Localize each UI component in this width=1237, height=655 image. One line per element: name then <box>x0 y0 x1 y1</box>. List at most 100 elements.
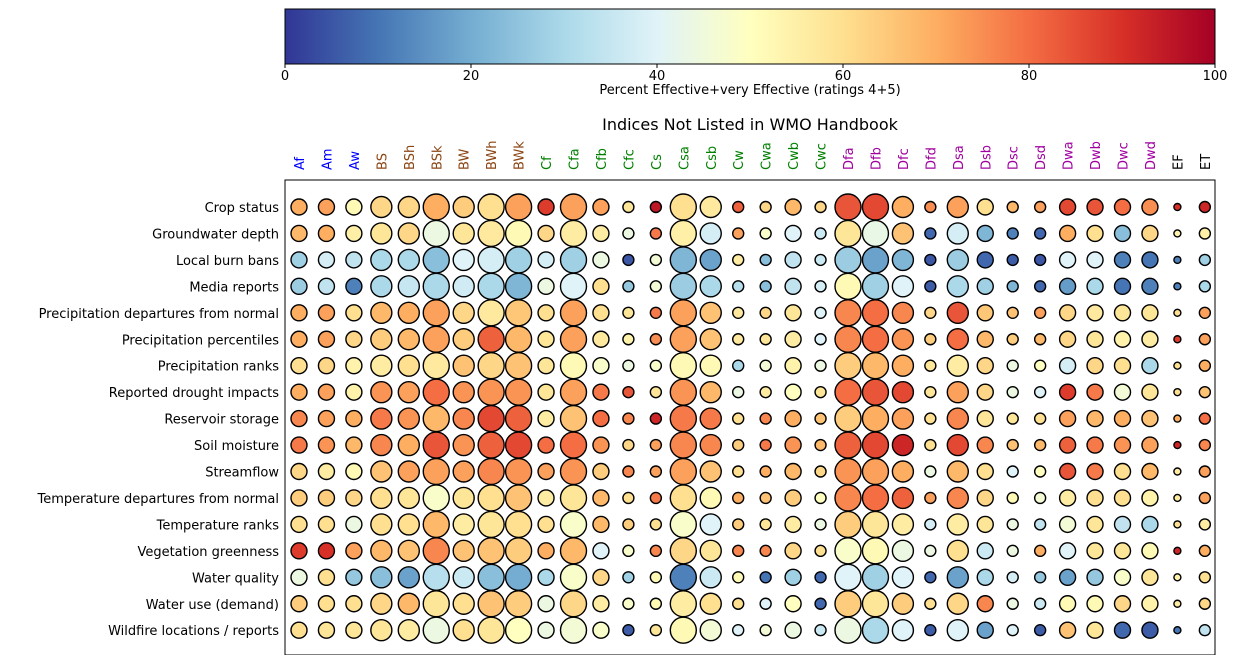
bubble <box>477 272 505 301</box>
bubble <box>1198 200 1212 214</box>
bubble <box>891 433 915 457</box>
bubble <box>1058 383 1077 401</box>
bubble <box>290 462 308 481</box>
bubble <box>317 595 336 613</box>
bubble <box>1086 489 1104 507</box>
bubble <box>649 385 663 399</box>
bubble <box>290 568 308 586</box>
bubble <box>814 200 827 214</box>
bubble <box>397 354 420 377</box>
bubble <box>924 465 937 478</box>
colorbar-tick-label: 80 <box>1021 69 1038 84</box>
column-label: Cwa <box>760 142 775 170</box>
bubble <box>669 616 697 644</box>
column-label: Cwb <box>787 142 802 170</box>
bubble <box>317 198 336 216</box>
bubble <box>834 616 862 644</box>
bubble <box>622 385 635 399</box>
column-label: Cfa <box>568 148 583 170</box>
bubble <box>477 457 505 486</box>
bubble <box>452 328 475 351</box>
bubble <box>397 433 420 457</box>
bubble <box>622 438 635 452</box>
bubble <box>699 328 722 351</box>
bubble <box>732 438 745 452</box>
bubble <box>345 436 363 454</box>
bubble <box>924 412 937 425</box>
bubble <box>622 544 635 558</box>
bubble <box>1198 227 1212 240</box>
row-label: Wildfire locations / reports <box>108 624 279 639</box>
bubble <box>422 325 450 353</box>
bubble <box>976 568 994 586</box>
colorbar-tick-label: 40 <box>649 69 666 84</box>
bubble <box>452 566 475 589</box>
bubble <box>1033 571 1047 584</box>
bubble <box>317 462 336 481</box>
bubble <box>1033 624 1047 637</box>
bubble <box>1086 436 1104 454</box>
bubble <box>1058 198 1077 216</box>
bubble <box>504 299 533 327</box>
bubble <box>477 299 505 327</box>
bubble <box>317 489 336 507</box>
bubble <box>537 330 555 348</box>
bubble <box>861 352 890 380</box>
bubble <box>814 227 827 240</box>
bubble <box>622 571 635 584</box>
bubble <box>345 542 363 560</box>
bubble <box>397 407 420 430</box>
bubble <box>732 491 745 505</box>
bubble <box>891 539 915 563</box>
row-label: Temperature ranks <box>156 518 280 533</box>
bubble <box>861 404 890 433</box>
bubble <box>317 515 336 534</box>
bubble <box>669 325 697 353</box>
bubble <box>1058 357 1077 375</box>
bubble <box>784 330 802 348</box>
bubble <box>1173 493 1182 503</box>
row-label: Crop status <box>205 201 280 216</box>
column-label: Dfc <box>897 148 912 170</box>
bubble <box>1058 595 1077 613</box>
bubble <box>397 248 420 272</box>
bubble <box>946 566 969 589</box>
bubble <box>1113 515 1132 534</box>
bubble <box>290 277 308 296</box>
bubble <box>1113 542 1132 560</box>
bubble <box>834 272 862 301</box>
bubble <box>1033 200 1047 214</box>
bubble <box>891 195 915 219</box>
bubble <box>946 248 969 272</box>
bubble <box>397 328 420 351</box>
bubble <box>784 489 802 507</box>
bubble <box>1198 491 1212 505</box>
bubble <box>1198 412 1212 425</box>
bubble <box>559 537 588 565</box>
colorbar-tick-label: 100 <box>1203 69 1228 84</box>
bubble <box>622 280 635 293</box>
bubble <box>317 330 336 348</box>
bubble <box>370 592 393 615</box>
bubble <box>1086 277 1104 296</box>
bubble <box>1033 306 1047 319</box>
bubble <box>622 200 635 214</box>
column-label: Cwc <box>815 143 830 170</box>
bubble <box>422 299 450 327</box>
bubble <box>1173 335 1182 344</box>
bubble <box>345 251 363 269</box>
bubble <box>592 595 610 613</box>
column-label: Dfa <box>842 147 857 170</box>
bubble <box>504 352 533 380</box>
row-label: Vegetation greenness <box>137 545 279 560</box>
column-label: Am <box>320 148 335 170</box>
bubble <box>924 624 937 637</box>
bubble <box>422 352 450 380</box>
bubble <box>1006 359 1019 372</box>
bubble <box>422 510 450 539</box>
bubble <box>370 380 393 404</box>
bubble <box>732 412 745 425</box>
bubble <box>559 246 588 274</box>
bubble <box>784 515 802 534</box>
bubble <box>370 566 393 589</box>
